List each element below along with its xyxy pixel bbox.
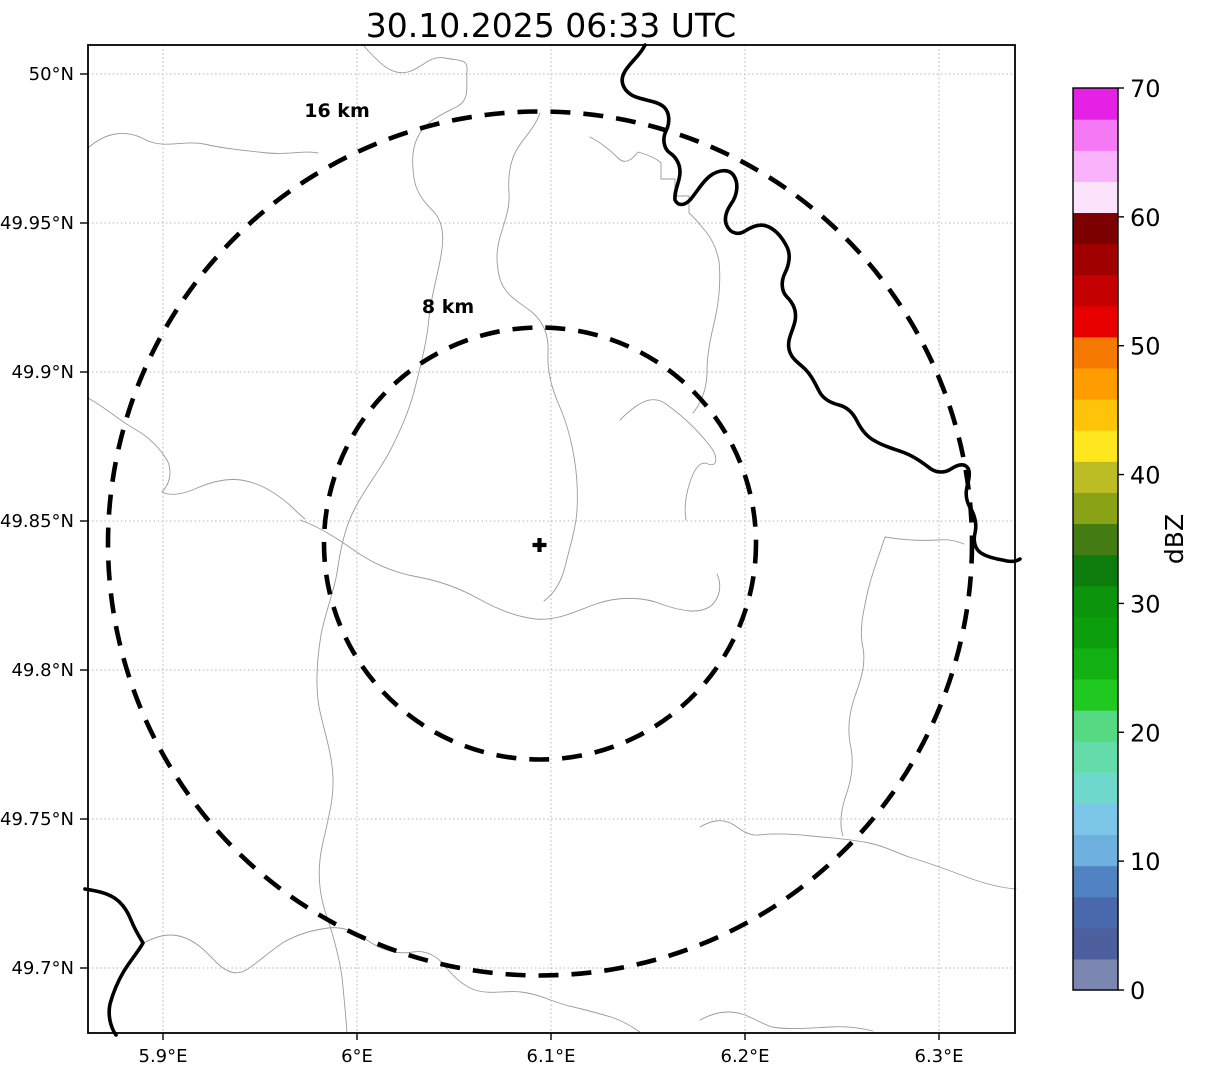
colorbar-segment xyxy=(1073,367,1118,400)
lat-tick-label: 49.75°N xyxy=(0,809,74,830)
range-ring-8km-label: 8 km xyxy=(422,296,474,318)
admin-boundary-line xyxy=(699,820,1017,890)
lon-tick-label: 6°E xyxy=(341,1046,373,1067)
colorbar-segment xyxy=(1073,492,1118,525)
range-ring-16km xyxy=(105,109,975,978)
colorbar-segment xyxy=(1073,896,1118,929)
lat-tick-label: 49.8°N xyxy=(11,660,74,681)
colorbar-tick-label: 40 xyxy=(1130,462,1161,490)
radar-center-marker xyxy=(532,538,547,552)
lat-tick-label: 49.7°N xyxy=(11,958,74,979)
colorbar-segment xyxy=(1073,305,1118,338)
colorbar-segment xyxy=(1073,119,1118,151)
range-ring-16km-label: 16 km xyxy=(304,100,370,122)
colorbar-segment xyxy=(1073,336,1118,369)
admin-boundary-line xyxy=(299,519,721,620)
lon-tick-label: 6.3°E xyxy=(915,1046,964,1067)
lat-tick-label: 49.85°N xyxy=(0,511,74,532)
colorbar-segment xyxy=(1073,88,1118,120)
colorbar-tick-label: 60 xyxy=(1130,204,1161,232)
colorbar-segment xyxy=(1073,181,1118,214)
colorbar-axis-label: dBZ xyxy=(1160,514,1189,564)
colorbar-segment xyxy=(1073,772,1118,804)
admin-boundary-line xyxy=(87,133,319,154)
colorbar-segment xyxy=(1073,647,1118,680)
colorbar-tick-label: 20 xyxy=(1130,719,1161,747)
admin-boundary-line xyxy=(87,397,306,520)
latitude-axis: 50°N 49.95°N 49.9°N 49.85°N 49.8°N 49.75°N 49.… xyxy=(0,64,88,979)
colorbar-segment xyxy=(1073,741,1118,773)
colorbar-tick-label: 30 xyxy=(1130,590,1161,618)
colorbar-tick-label: 0 xyxy=(1130,977,1145,1005)
colorbar-segment xyxy=(1073,554,1118,587)
longitude-axis: 5.9°E 6°E 6.1°E 6.2°E 6.3°E xyxy=(139,1033,964,1067)
colorbar-segment xyxy=(1073,243,1118,276)
colorbar-tick-label: 50 xyxy=(1130,333,1161,361)
colorbar-segment xyxy=(1073,958,1118,991)
lon-tick-label: 6.1°E xyxy=(527,1046,576,1067)
colorbar-tick-label: 10 xyxy=(1130,848,1161,876)
colorbar-segment xyxy=(1073,585,1118,618)
colorbar-segment xyxy=(1073,927,1118,960)
colorbar-segment xyxy=(1073,399,1118,431)
admin-boundary-line xyxy=(840,536,886,837)
colorbar-segment xyxy=(1073,523,1118,556)
gridlines xyxy=(88,45,1015,1033)
country-border-line xyxy=(620,43,1022,564)
colorbar-segment xyxy=(1073,212,1118,245)
lon-tick-label: 6.2°E xyxy=(721,1046,770,1067)
admin-boundary-line xyxy=(699,1011,874,1032)
admin-boundary-line xyxy=(884,536,965,545)
lat-tick-label: 49.95°N xyxy=(0,213,74,234)
colorbar-segment xyxy=(1073,710,1118,742)
country-borders xyxy=(83,43,1022,1037)
admin-boundary-line xyxy=(619,399,717,521)
admin-boundary-line xyxy=(142,927,642,1034)
colorbar-segment xyxy=(1073,678,1118,711)
colorbar: 0 10 20 30 40 50 60 70 xyxy=(1073,75,1161,1005)
lat-tick-label: 49.9°N xyxy=(11,362,74,383)
colorbar-segment xyxy=(1073,430,1118,462)
country-border-line xyxy=(83,887,145,1037)
colorbar-segment xyxy=(1073,865,1118,898)
lon-tick-label: 5.9°E xyxy=(139,1046,188,1067)
admin-boundary-line xyxy=(316,44,468,1034)
figure-title: 30.10.2025 06:33 UTC xyxy=(366,6,736,45)
range-ring-8km xyxy=(321,325,759,762)
colorbar-segment xyxy=(1073,150,1118,182)
admin-boundaries xyxy=(87,44,1017,1034)
lat-tick-label: 50°N xyxy=(29,64,74,85)
colorbar-outline xyxy=(1072,87,1119,991)
admin-boundary-line xyxy=(589,136,721,414)
colorbar-segment xyxy=(1073,834,1118,867)
colorbar-segment xyxy=(1073,274,1118,307)
colorbar-segment xyxy=(1073,616,1118,649)
colorbar-segment xyxy=(1073,461,1118,493)
colorbar-segment xyxy=(1073,803,1118,836)
colorbar-tick-label: 70 xyxy=(1130,75,1161,103)
admin-boundary-line xyxy=(496,112,578,602)
